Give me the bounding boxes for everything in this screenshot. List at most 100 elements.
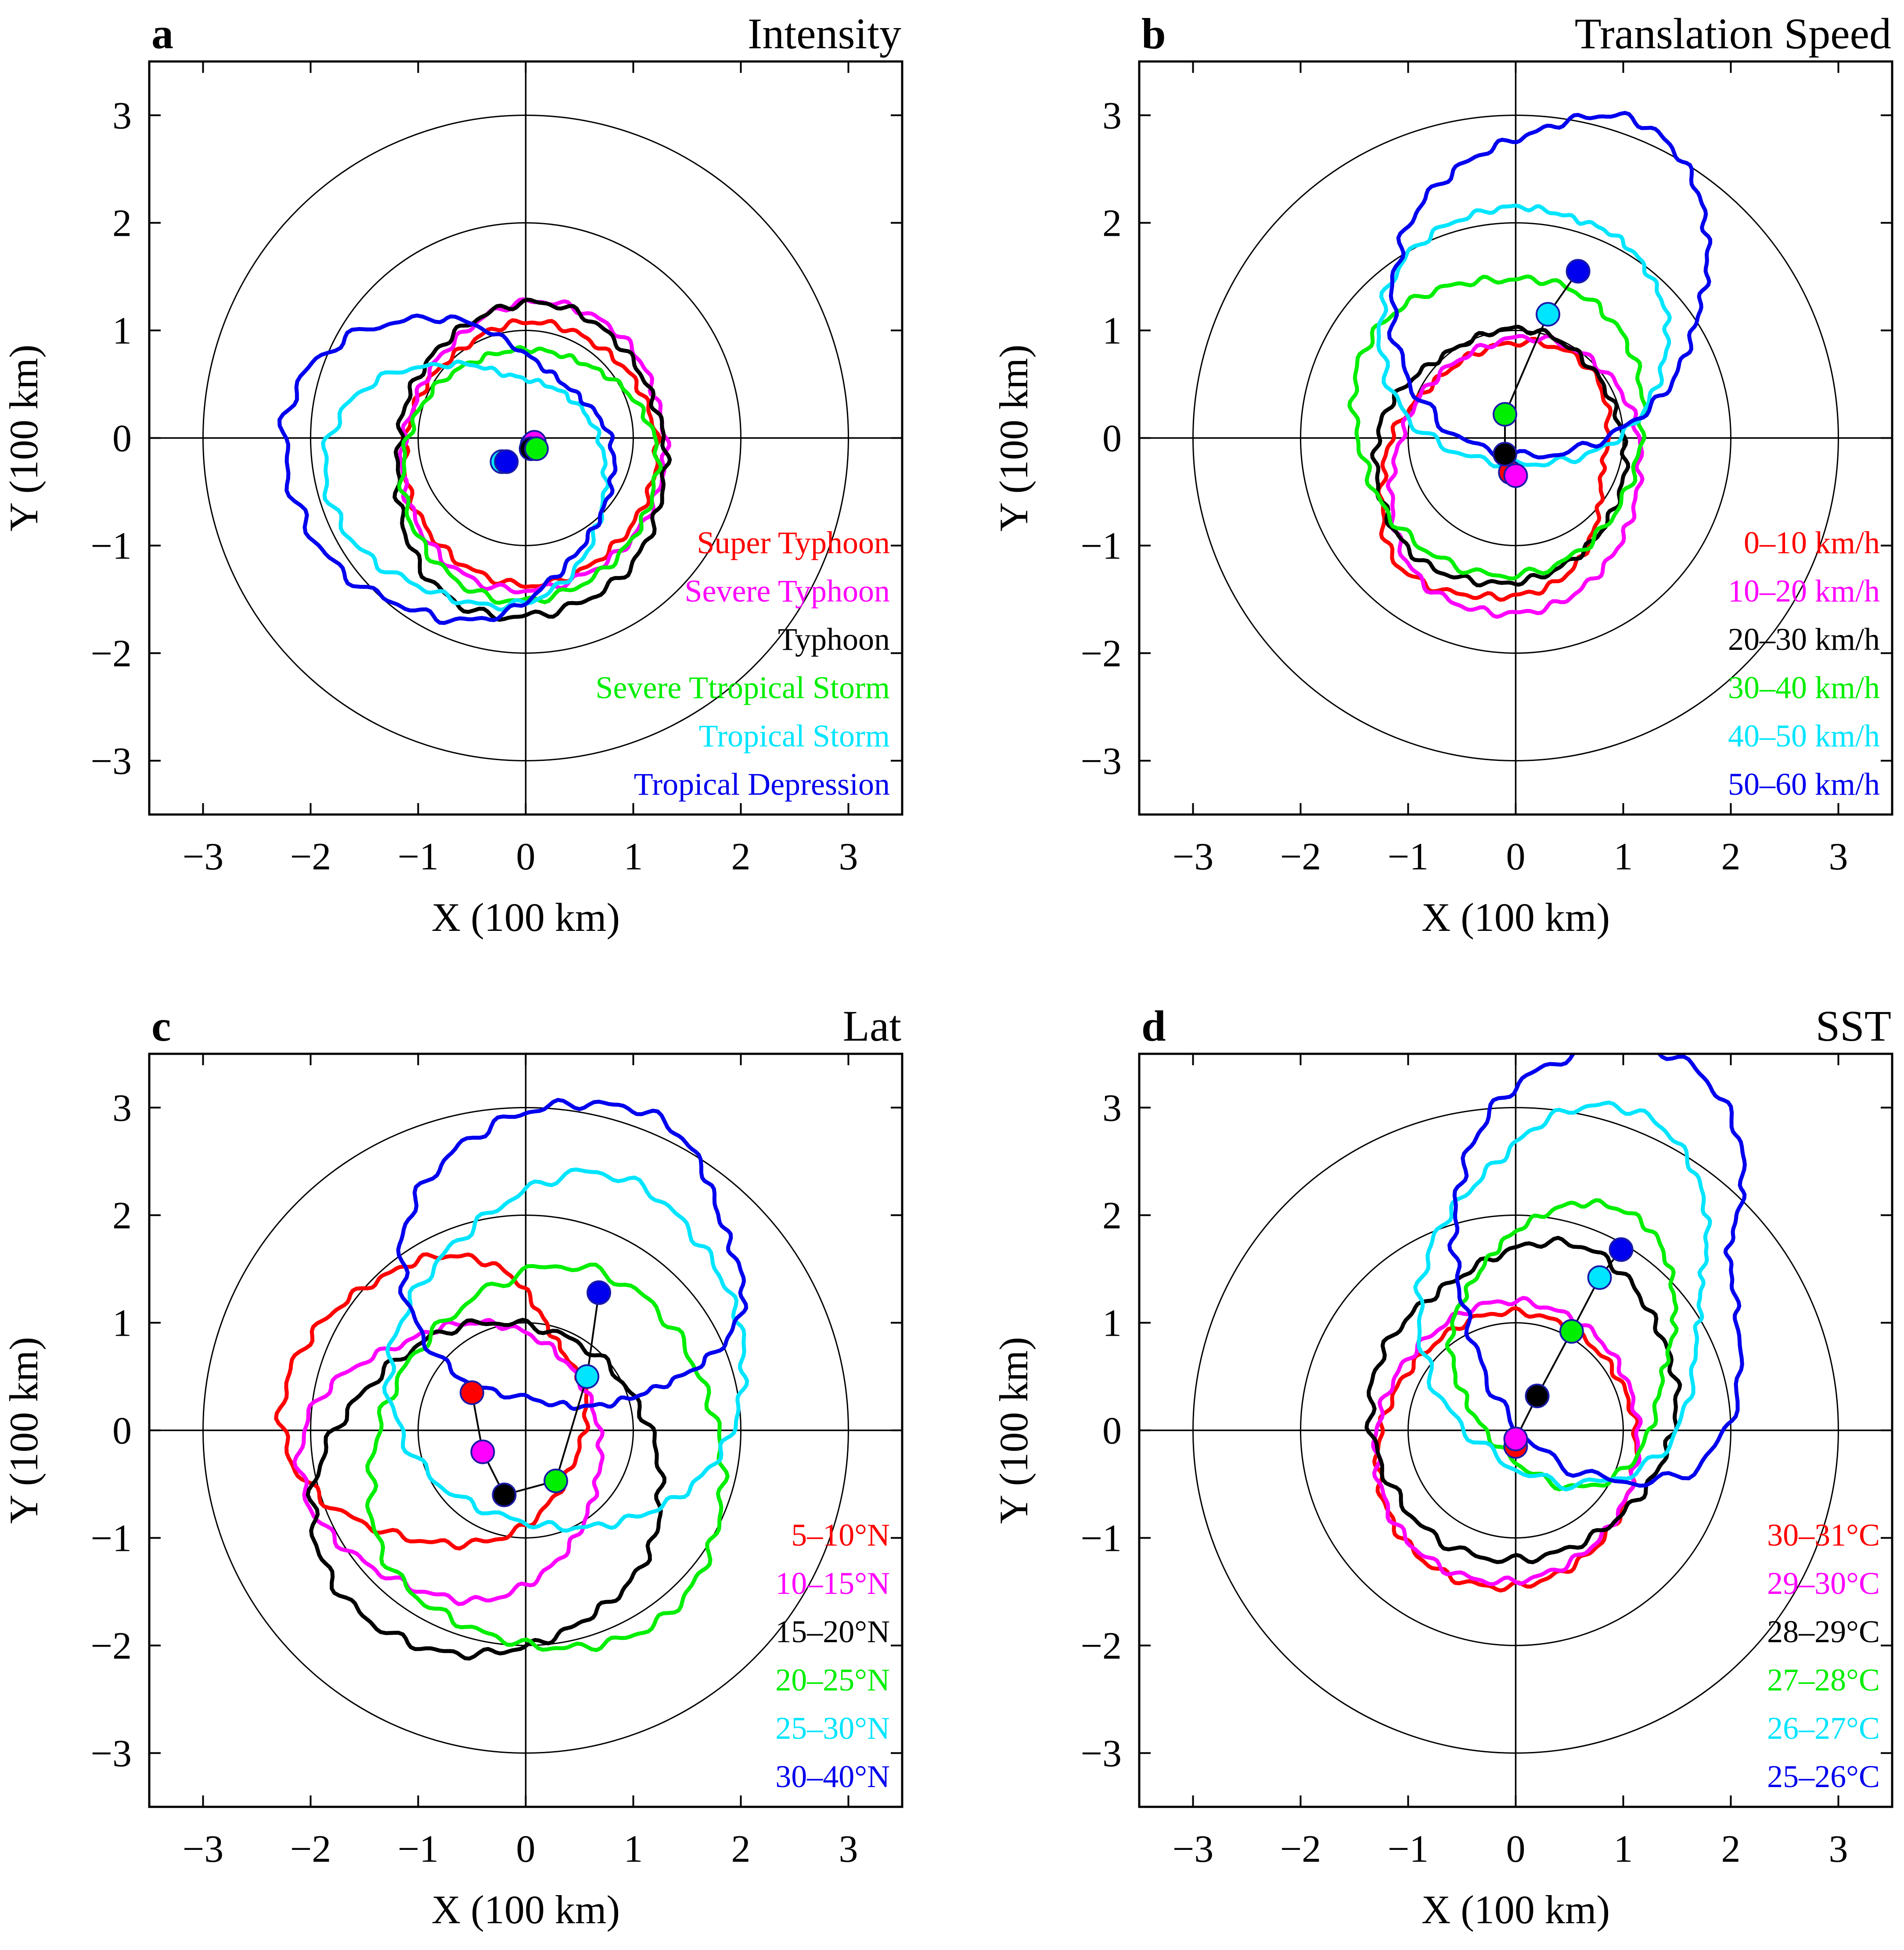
panel-a: −3 −2 −1 0 1 2 3 −3 −2 −1 0 1 2 3 X (100 km) Y (100 km)… — [1, 9, 903, 940]
legend-entry: 25–26°C — [1767, 1759, 1880, 1794]
legend-entry: Severe Ttropical Storm — [596, 670, 890, 705]
contour-0-10-km-h — [1376, 337, 1613, 602]
legend: Super Typhoon Severe Typhoon Typhoon Severe… — [596, 525, 890, 802]
centroid-marker-27-28-c — [1559, 1319, 1584, 1344]
legend-entry: 29–30°C — [1767, 1566, 1880, 1601]
y-tick-label: −2 — [1080, 633, 1122, 675]
y-tick-label: −2 — [90, 1625, 132, 1668]
centroid-marker-50-60-km-h — [1566, 259, 1591, 284]
x-tick-label: 3 — [839, 836, 858, 878]
y-tick-label: −1 — [1080, 525, 1122, 568]
y-tick-label: 0 — [1102, 418, 1122, 460]
legend-entry: 10–20 km/h — [1728, 573, 1880, 609]
contour-28-29-c — [1364, 1236, 1682, 1564]
y-tick-label: −1 — [90, 525, 132, 568]
y-tick-label: −2 — [1080, 1625, 1122, 1668]
x-tick-label: 2 — [731, 1828, 751, 1871]
y-tick-label: −3 — [90, 740, 132, 783]
centroid-marker-29-30-c — [1503, 1427, 1528, 1452]
x-tick-label: −2 — [1280, 836, 1321, 878]
panel-title: Intensity — [748, 9, 901, 58]
contour-group — [277, 297, 672, 625]
contour-10-20-km-h — [1386, 334, 1645, 619]
contour-severe-ttropical-storm — [397, 345, 663, 605]
panel-letter: c — [151, 1002, 171, 1050]
contour-typhoon — [392, 297, 672, 622]
x-tick-label: 2 — [1721, 836, 1741, 878]
contour-27-28-c — [1445, 1198, 1679, 1492]
x-tick-label: 2 — [1721, 1828, 1741, 1871]
x-tick-label: 1 — [624, 836, 643, 878]
x-tick-label: −3 — [1173, 1828, 1214, 1871]
x-tick-label: 0 — [1506, 836, 1526, 878]
centroid-marker-20-30-km-h — [1493, 442, 1517, 467]
centroid-marker-40-50-km-h — [1536, 302, 1560, 327]
y-tick-label: 2 — [1102, 1195, 1122, 1237]
legend-entry: 27–28°C — [1767, 1662, 1880, 1698]
contour-30-40-n — [396, 1098, 749, 1411]
x-tick-label: −1 — [1388, 1828, 1429, 1871]
y-tick-label: 1 — [1102, 310, 1122, 353]
x-axis-label: X (100 km) — [432, 1887, 620, 1932]
legend-entry: 28–29°C — [1767, 1614, 1880, 1649]
panel-b: −3 −2 −1 0 1 2 3 −3 −2 −1 0 1 2 3 X (100 km) Y (100 km)… — [991, 9, 1893, 940]
y-tick-label: 3 — [112, 95, 132, 137]
legend-entry: Tropical Depression — [634, 767, 890, 802]
y-tick-label: 2 — [1102, 202, 1122, 245]
y-tick-label: 3 — [1102, 1087, 1122, 1130]
x-tick-label: −3 — [183, 836, 224, 878]
contour-26-27-c — [1413, 1100, 1712, 1492]
contour-30-40-km-h — [1347, 274, 1648, 581]
centroid-marker-30-40-n — [587, 1280, 612, 1305]
legend-entry: 5–10°N — [791, 1517, 890, 1553]
legend-entry: Super Typhoon — [697, 525, 890, 560]
legend-entry: 20–25°N — [775, 1662, 890, 1698]
panel-title: Translation Speed — [1575, 9, 1891, 58]
centroid-marker-severe-ttropical-storm — [524, 436, 549, 461]
contour-tropical-depression — [277, 314, 618, 625]
legend-entry: 30–40 km/h — [1728, 670, 1880, 705]
contour-tropical-storm — [321, 359, 610, 612]
legend: 0–10 km/h 10–20 km/h 20–30 km/h 30–40 km/h 4… — [1728, 525, 1880, 802]
y-tick-label: 0 — [112, 418, 132, 460]
y-axis-label: Y (100 km) — [991, 1337, 1036, 1524]
x-tick-label: −1 — [398, 1828, 439, 1871]
legend-entry: Typhoon — [778, 622, 890, 657]
x-tick-label: 1 — [1614, 836, 1633, 878]
y-tick-label: −3 — [90, 1733, 132, 1775]
panel-title: Lat — [843, 1002, 901, 1050]
x-tick-label: 3 — [1829, 1828, 1848, 1871]
panel-letter: d — [1141, 1002, 1166, 1050]
centroid-marker-tropical-depression — [494, 449, 519, 474]
legend-entry: 26–27°C — [1767, 1711, 1880, 1746]
contour-group — [1347, 111, 1713, 619]
y-tick-label: 3 — [112, 1087, 132, 1130]
contour-25-30-n — [382, 1167, 749, 1533]
x-tick-label: −3 — [183, 1828, 224, 1871]
contour-10-15-n — [292, 1318, 605, 1606]
y-tick-label: 2 — [112, 202, 132, 245]
legend-entry: 30–40°N — [775, 1759, 890, 1794]
centroid-marker-25-30-n — [575, 1364, 600, 1389]
x-tick-label: 0 — [516, 1828, 536, 1871]
centroid-marker-30-40-km-h — [1493, 402, 1517, 427]
x-tick-label: −2 — [1280, 1828, 1321, 1871]
contour-15-20-n — [306, 1318, 667, 1661]
centroid-marker-5-10-n — [460, 1380, 484, 1405]
legend-entry: 40–50 km/h — [1728, 718, 1880, 753]
x-tick-label: 1 — [1614, 1828, 1633, 1871]
centroid-marker-28-29-c — [1525, 1384, 1550, 1409]
y-axis-label: Y (100 km) — [1, 1337, 46, 1524]
legend-entry: Tropical Storm — [699, 718, 890, 753]
y-tick-label: −1 — [1080, 1517, 1122, 1560]
legend-entry: 10–15°N — [775, 1566, 890, 1601]
x-tick-label: 1 — [624, 1828, 643, 1871]
y-tick-label: 0 — [112, 1410, 132, 1453]
y-tick-label: 1 — [1102, 1302, 1122, 1345]
legend-entry: 15–20°N — [775, 1614, 890, 1649]
legend-entry: 50–60 km/h — [1728, 767, 1880, 802]
legend-entry: 25–30°N — [775, 1711, 890, 1746]
contour-5-10-n — [274, 1252, 590, 1551]
y-tick-label: −3 — [1080, 740, 1122, 783]
